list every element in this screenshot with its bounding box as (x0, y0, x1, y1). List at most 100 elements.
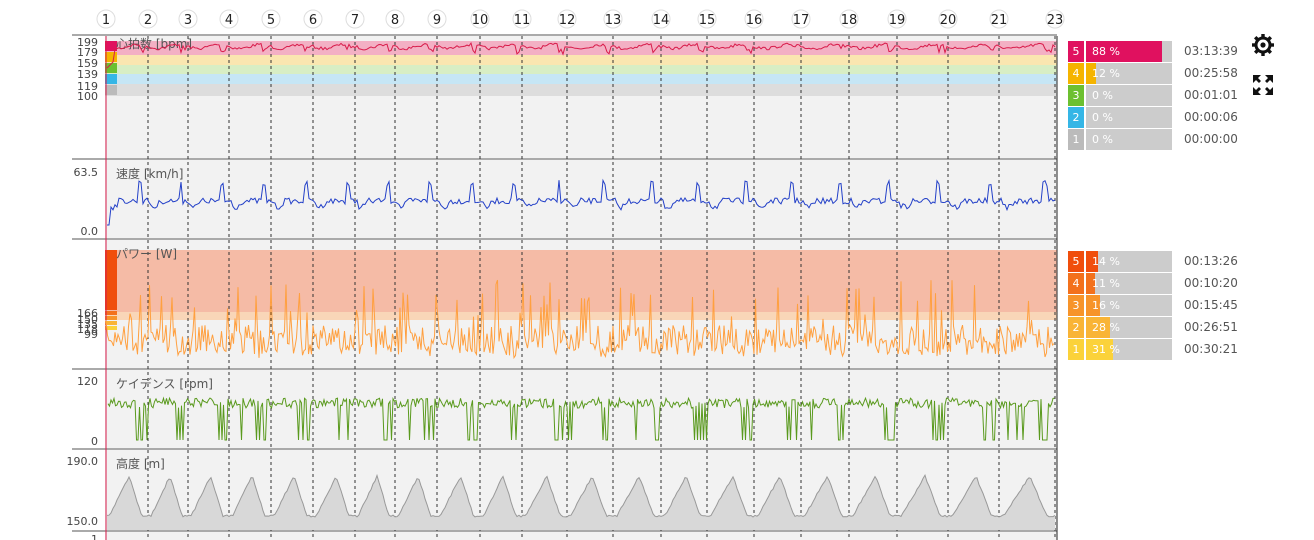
power-zone-number: 5 (1068, 251, 1084, 272)
hr-zone-marker (105, 52, 117, 62)
lap-marker (744, 9, 764, 29)
hr-zone-number: 2 (1068, 107, 1084, 128)
lap-marker-label: 17 (793, 13, 810, 28)
lap-marker (345, 9, 365, 29)
hr-zone-band (105, 84, 1057, 96)
speed-series-line (107, 178, 1056, 226)
lap-marker (651, 9, 671, 29)
lap-marker-label: 20 (940, 13, 957, 28)
panel-label: 心拍数 [bpm] (116, 36, 192, 51)
hr-zone-marker (105, 74, 117, 84)
power-zone-time: 00:13:26 (1184, 254, 1238, 268)
y-tick-label: 0 (91, 435, 98, 448)
lap-marker (839, 9, 859, 29)
lap-marker-label: 23 (1047, 13, 1064, 28)
hr-zone-number: 5 (1068, 41, 1084, 62)
altitude-series-area (107, 475, 1055, 530)
hr-zone-bar: 88 % (1086, 41, 1172, 62)
hr-zone-number: 4 (1068, 63, 1084, 84)
power-zone-row: 5 14 % 00:13:26 (1068, 251, 1288, 272)
lap-marker-label: 9 (433, 13, 441, 28)
lap-marker-label: 4 (225, 13, 233, 28)
lap-marker (603, 9, 623, 29)
power-zone-number: 1 (1068, 339, 1084, 360)
power-zone-time: 00:15:45 (1184, 298, 1238, 312)
power-zone-bar-fill (1086, 317, 1111, 338)
lap-marker (512, 9, 532, 29)
power-zone-marker (105, 316, 117, 320)
y-tick-label: 119 (77, 80, 98, 93)
hr-zone-percent: 0 % (1092, 111, 1113, 124)
power-zone-marker (105, 250, 117, 310)
y-tick-label: 99 (84, 328, 98, 341)
hr-zone-time: 00:00:00 (1184, 132, 1238, 146)
cadence-series-line (107, 396, 1055, 441)
power-zone-bar-fill (1086, 339, 1113, 360)
hr-zone-marker (105, 41, 117, 51)
lap-marker-label: 21 (991, 13, 1008, 28)
power-zone-bar-fill (1086, 295, 1100, 316)
hr-zone-bar: 12 % (1086, 63, 1172, 84)
lap-marker-label: 10 (472, 13, 489, 28)
power-zone-row: 4 11 % 00:10:20 (1068, 273, 1288, 294)
power-zone-percent: 28 % (1092, 321, 1120, 334)
lap-marker-label: 19 (889, 13, 906, 28)
y-tick-label: 159 (77, 57, 98, 70)
panel-label: ケイデンス [rpm] (116, 376, 213, 391)
hr-zone-bar: 0 % (1086, 129, 1172, 150)
lap-marker-label: 8 (391, 13, 399, 28)
hr-zone-percent: 0 % (1092, 89, 1113, 102)
settings-button[interactable] (1248, 30, 1278, 60)
power-zone-percent: 14 % (1092, 255, 1120, 268)
lap-marker-label: 14 (653, 13, 670, 28)
hr-zone-percent: 88 % (1092, 45, 1120, 58)
y-tick-label: 166 (77, 307, 98, 320)
power-zone-bar: 31 % (1086, 339, 1172, 360)
power-zone-time: 00:30:21 (1184, 342, 1238, 356)
hr-zone-marker (105, 63, 117, 73)
power-zone-percent: 31 % (1092, 343, 1120, 356)
power-zone-bar-fill (1086, 251, 1099, 272)
lap-marker (887, 9, 907, 29)
power-zone-time: 00:26:51 (1184, 320, 1238, 334)
lap-marker-label: 6 (309, 13, 317, 28)
panel-bg (105, 370, 1057, 448)
hr-zone-marker (105, 85, 117, 95)
hr-zone-bar: 0 % (1086, 85, 1172, 106)
power-zone-marker (105, 321, 117, 325)
hr-zone-band (105, 55, 1057, 65)
y-tick-label: 179 (77, 46, 98, 59)
lap-marker (427, 9, 447, 29)
panel-label: パワー [W] (116, 247, 177, 261)
hr-zone-time: 03:13:39 (1184, 44, 1238, 58)
power-zone-number: 2 (1068, 317, 1084, 338)
power-zone-marker (105, 311, 117, 315)
power-zone-bar: 16 % (1086, 295, 1172, 316)
lap-marker-label: 5 (267, 13, 275, 28)
power-zone-marker (105, 326, 117, 330)
hr-zone-time: 00:25:58 (1184, 66, 1238, 80)
lap-marker-label: 1 (102, 13, 110, 28)
hr-series-line (106, 41, 1056, 69)
y-tick-label: 150.0 (67, 515, 99, 528)
hr-zone-bar-fill (1086, 41, 1162, 62)
lap-marker (261, 9, 281, 29)
hr-zone-bar-fill (1086, 63, 1097, 84)
panel-bg (105, 532, 1057, 540)
lap-marker-label: 11 (514, 13, 531, 28)
y-tick-label: 150 (77, 313, 98, 326)
lap-marker (96, 9, 116, 29)
lap-marker-label: 7 (351, 13, 359, 28)
lap-marker (1045, 9, 1065, 29)
power-zone-number: 3 (1068, 295, 1084, 316)
panel-label: 速度 [km/h] (116, 166, 183, 181)
y-tick-label: 63.5 (74, 166, 99, 179)
lap-marker-label: 12 (559, 13, 576, 28)
hr-zone-band (105, 65, 1057, 74)
y-tick-label: 190.0 (67, 455, 99, 468)
power-zone-bar-fill (1086, 273, 1096, 294)
fullscreen-button[interactable] (1248, 70, 1278, 100)
hr-zone-number: 1 (1068, 129, 1084, 150)
